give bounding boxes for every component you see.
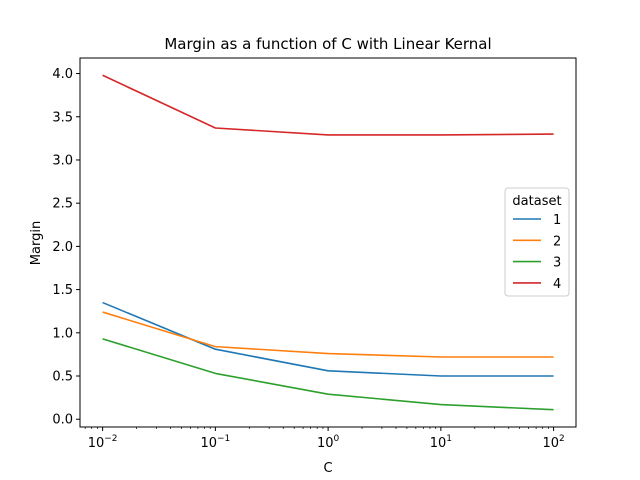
y-tick-label: 0.0 xyxy=(52,413,73,428)
series-line-2 xyxy=(102,311,554,358)
y-tick-label: 2.0 xyxy=(52,240,73,255)
y-axis-label: Margin xyxy=(29,221,44,265)
legend-label-3: 3 xyxy=(553,256,561,271)
y-tick-label: 4.0 xyxy=(52,67,73,82)
chart-title: Margin as a function of C with Linear Ke… xyxy=(164,35,491,53)
series-line-3 xyxy=(102,338,554,411)
y-tick-label: 1.5 xyxy=(52,283,73,298)
legend-label-4: 4 xyxy=(553,277,561,292)
x-axis-label: C xyxy=(323,461,332,476)
y-tick-label: 1.0 xyxy=(52,326,73,341)
x-tick-label: 10−1 xyxy=(200,434,230,451)
legend-label-2: 2 xyxy=(553,234,561,249)
x-tick-label: 102 xyxy=(542,434,564,451)
y-tick-label: 3.5 xyxy=(52,110,73,125)
legend: dataset 1 2 3 4 xyxy=(504,187,570,297)
y-tick-label: 2.5 xyxy=(52,197,73,212)
legend-title: dataset xyxy=(512,194,561,209)
legend-entries: 1 2 3 4 xyxy=(513,213,561,292)
y-tick-label: 3.0 xyxy=(52,153,73,168)
y-tick-label: 0.5 xyxy=(52,370,73,385)
x-tick-label: 10−2 xyxy=(88,434,118,451)
plot-frame xyxy=(79,57,577,428)
legend-label-1: 1 xyxy=(553,213,561,228)
x-tick-label: 100 xyxy=(317,434,340,451)
x-tick-label: 101 xyxy=(430,434,452,451)
series-line-4 xyxy=(102,74,554,136)
plot-lines xyxy=(102,74,554,411)
legend-box xyxy=(504,187,570,297)
x-axis: 10−2 10−1 100 101 102 xyxy=(84,427,565,451)
y-axis: 0.0 0.5 1.0 1.5 2.0 2.5 3.0 3.5 4.0 xyxy=(52,67,80,428)
series-line-1 xyxy=(102,301,554,377)
